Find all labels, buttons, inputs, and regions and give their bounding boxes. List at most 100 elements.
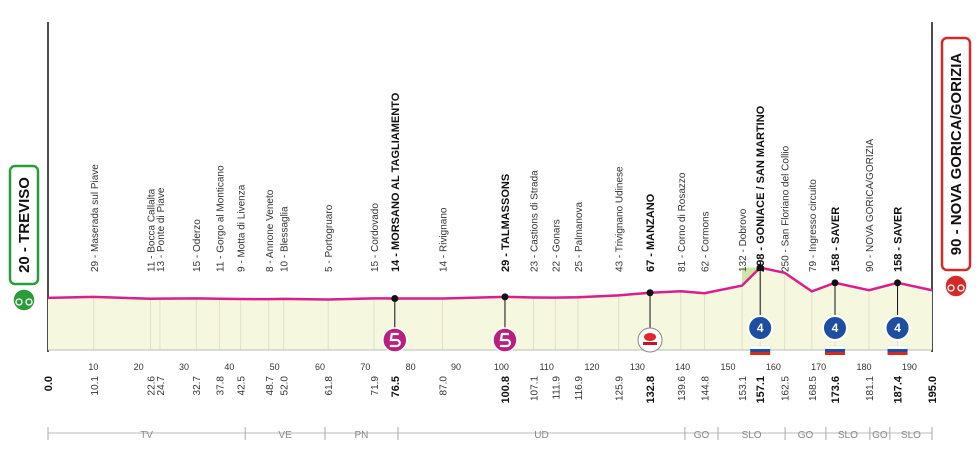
km-label: 139.6 [677,376,688,401]
kom-icon [821,315,848,341]
waypoint-label: 29 - Maserada sul Piave [90,164,101,272]
km-label: 168.5 [808,376,819,401]
endpoint-icon-wheel [25,298,33,306]
waypoint-label: 43 - Trivignano Udinese [615,166,626,272]
km-label: 42.5 [237,376,248,396]
waypoint-label: 23 - Castions di Strada [530,170,541,272]
km-label: 37.8 [215,376,226,396]
region-label: UD [534,430,548,441]
waypoint-label: 11 - Bocca Callalta [146,188,157,272]
x-tick-label: 60 [315,362,325,372]
x-tick-label: 70 [360,362,370,372]
waypoint-label: 14 - MORSANO AL TAGLIAMENTO [390,92,402,272]
km-label: 100.8 [500,376,512,404]
x-tick-label: 90 [451,362,461,372]
x-tick-label: 190 [902,362,917,372]
km-label: 181.1 [865,376,876,401]
x-tick-label: 10 [88,362,98,372]
km-label: 132.8 [645,376,657,404]
flag-r [887,352,908,355]
waypoint-label: 298 - GONIACE / SAN MARTINO [755,105,767,272]
x-tick-label: 30 [179,362,189,372]
waypoint-label: 14 - Rivignano [438,207,449,272]
waypoint-label: 8 - Annone Veneto [265,189,276,272]
waypoint-label: 25 - Palmanova [574,202,585,272]
waypoint-label: 67 - MANZANO [645,193,657,272]
kom-icon [747,315,774,341]
region-label: GO [872,430,888,441]
flag-w [824,345,846,350]
waypoint-label: 62 - Cormons [700,211,711,272]
waypoint-label: 5 - Portogruaro [324,204,335,272]
endpoint-label: 90 - NOVA GORICA/GORIZIA [948,53,965,256]
flag-w [750,345,771,350]
region-label: TV [140,430,153,441]
x-tick-label: 40 [224,362,234,372]
kom-category: 4 [757,321,764,335]
region-label: VE [278,430,292,441]
km-label: 116.9 [574,376,585,401]
waypoint-label: 158 - SAVER [830,207,842,272]
waypoint-label: 10 - Blessaglia [280,206,291,272]
x-tick-label: 100 [494,362,509,372]
km-label: 195.0 [927,376,939,404]
km-label: 61.8 [324,376,335,396]
profile-area [48,267,932,350]
flag-b [887,349,908,352]
flag-w [887,345,908,350]
km-label: 107.1 [530,376,541,401]
km-label: 24.7 [156,376,167,396]
waypoint-label: 158 - SAVER [893,207,905,272]
endpoint-label: 20 - TREVISO [16,177,33,273]
km-label: 173.6 [830,376,842,404]
waypoint-label: 11 - Gorgo al Monticano [215,165,226,272]
waypoint-label: 22 - Gonars [551,219,562,272]
x-tick-label: 140 [675,362,690,372]
x-tick-label: 130 [630,362,645,372]
flag-b [824,349,845,352]
kom-category: 4 [832,321,839,335]
km-label: 87.0 [438,376,449,396]
km-label: 187.4 [893,375,905,403]
kom-icon [884,315,911,341]
km-label: 71.9 [370,376,381,396]
waypoint-label: 81 - Corno di Rosazzo [677,172,688,272]
region-label: SLO [742,430,762,441]
x-tick-label: 50 [270,362,280,372]
x-tick-label: 170 [811,362,826,372]
endpoint-icon-wheel [15,298,23,306]
x-tick-label: 180 [856,362,871,372]
km-label: 48.7 [265,376,276,396]
x-tick-label: 160 [766,362,781,372]
waypoint-label: 79 - Ingresso circuito [808,179,819,272]
km-label: 162.5 [781,376,792,401]
region-label: SLO [838,430,858,441]
km-label: 125.9 [615,376,626,401]
region-label: PN [355,430,369,441]
waypoint-label: 29 - TALMASSONS [500,174,512,272]
waypoint-label: 9 - Motta di Livenza [237,184,248,272]
x-tick-label: 80 [406,362,416,372]
flag-r [824,352,845,355]
endpoint-box [940,36,972,272]
kom-category: 4 [894,321,901,335]
profile-line [47,266,933,301]
km-label: 10.1 [90,376,101,396]
x-tick-label: 20 [134,362,144,372]
km-label: 76.5 [390,376,402,397]
km-label: 153.1 [738,376,749,401]
waypoint-label: 250 - San Floriano del Collio [781,145,792,272]
waypoint-label: 132 - Dobrovo [738,208,749,272]
waypoint-label: 15 - Oderzo [192,219,203,272]
flag-b [750,349,771,352]
region-label: GO [694,430,710,441]
x-tick-label: 110 [539,362,553,372]
sprint-glyph [499,332,511,348]
sprint-glyph [389,332,401,348]
waypoint-label: 15 - Cordovado [370,203,381,272]
km-label: 52.0 [280,376,291,396]
region-label: SLO [901,430,921,441]
waypoint-label: 13 - Ponte di Piave [156,187,167,272]
x-tick-label: 120 [584,362,599,372]
